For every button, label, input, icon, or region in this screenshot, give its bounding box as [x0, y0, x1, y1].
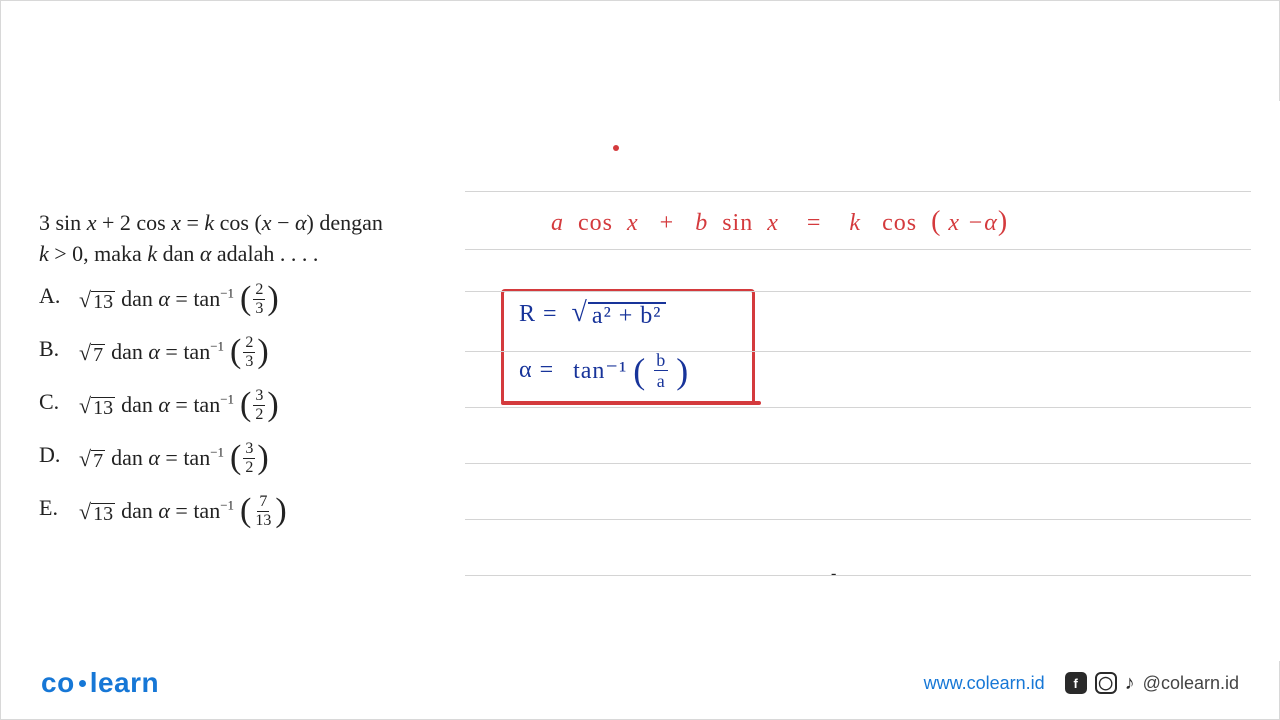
- option-body: √7 dan α = tan−1 (23): [79, 335, 269, 370]
- brand-logo: colearn: [41, 667, 159, 699]
- ruled-line: [465, 291, 1251, 292]
- option-body: √7 dan α = tan−1 (32): [79, 441, 269, 476]
- ruled-line: [465, 407, 1251, 408]
- question-line-1: 3 sin x + 2 cos x = k cos (x − α) dengan: [39, 209, 449, 238]
- footer-right-group: www.colearn.id f ◯ ♪ @colearn.id: [924, 672, 1239, 694]
- facebook-icon[interactable]: f: [1065, 672, 1087, 694]
- ruled-line: [465, 519, 1251, 520]
- option-row: D. √7 dan α = tan−1 (32): [39, 441, 449, 476]
- hand-formula-line1: R = √ a² + b²: [519, 299, 666, 328]
- content-area: 3 sin x + 2 cos x = k cos (x − α) dengan…: [1, 1, 1279, 719]
- red-dot-marker: [613, 145, 619, 151]
- sqrt-expression: √13: [79, 501, 115, 523]
- instagram-icon[interactable]: ◯: [1095, 672, 1117, 694]
- footer-bar: colearn www.colearn.id f ◯ ♪ @colearn.id: [1, 663, 1279, 703]
- fraction-paren: (713): [240, 494, 287, 529]
- page-frame: 3 sin x + 2 cos x = k cos (x − α) dengan…: [0, 0, 1280, 720]
- fraction-paren: (23): [240, 282, 279, 317]
- sqrt-expression: √7: [79, 342, 105, 364]
- option-row: A. √13 dan α = tan−1 (23): [39, 282, 449, 317]
- option-label: C.: [39, 388, 63, 417]
- option-label: E.: [39, 494, 63, 523]
- option-row: B. √7 dan α = tan−1 (23): [39, 335, 449, 370]
- question-line-2: k > 0, maka k dan α adalah . . . .: [39, 240, 449, 269]
- sqrt-expression: √13: [79, 395, 115, 417]
- options-list: A. √13 dan α = tan−1 (23) B. √7 dan α = tan…: [39, 282, 449, 529]
- website-link[interactable]: www.colearn.id: [924, 673, 1045, 694]
- fraction-paren: (23): [230, 335, 269, 370]
- fraction-paren: (32): [240, 388, 279, 423]
- question-column: 3 sin x + 2 cos x = k cos (x − α) dengan…: [39, 209, 449, 547]
- option-label: A.: [39, 282, 63, 311]
- option-body: √13 dan α = tan−1 (713): [79, 494, 287, 529]
- whiteboard-area: a cos x + b sin x = k cos ( x −α) R =: [461, 101, 1280, 661]
- option-text: dan α = tan−1: [121, 285, 234, 314]
- hand-formula-line2: α = tan⁻¹ ( b a ): [519, 351, 689, 390]
- social-icon-group: f ◯ ♪ @colearn.id: [1065, 672, 1239, 694]
- logo-dot-icon: [79, 680, 86, 687]
- option-text: dan α = tan−1: [121, 391, 234, 420]
- ruled-line: [465, 575, 1251, 576]
- option-body: √13 dan α = tan−1 (32): [79, 388, 279, 423]
- option-label: D.: [39, 441, 63, 470]
- tiktok-icon[interactable]: ♪: [1125, 672, 1135, 694]
- fraction-paren: (32): [230, 441, 269, 476]
- stray-mark: -: [831, 565, 837, 583]
- ruled-line: [465, 351, 1251, 352]
- logo-text-right: learn: [90, 667, 159, 698]
- hand-equation-top: a cos x + b sin x = k cos ( x −α): [551, 206, 1251, 238]
- option-row: C. √13 dan α = tan−1 (32): [39, 388, 449, 423]
- ruled-line: [465, 191, 1251, 192]
- sqrt-expression: √7: [79, 448, 105, 470]
- social-handle: @colearn.id: [1143, 673, 1239, 694]
- option-label: B.: [39, 335, 63, 364]
- option-text: dan α = tan−1: [111, 444, 224, 473]
- option-row: E. √13 dan α = tan−1 (713): [39, 494, 449, 529]
- option-text: dan α = tan−1: [121, 497, 234, 526]
- ruled-line: [465, 249, 1251, 250]
- option-body: √13 dan α = tan−1 (23): [79, 282, 279, 317]
- logo-text-left: co: [41, 667, 75, 698]
- ruled-line: [465, 463, 1251, 464]
- option-text: dan α = tan−1: [111, 338, 224, 367]
- sqrt-expression: √13: [79, 289, 115, 311]
